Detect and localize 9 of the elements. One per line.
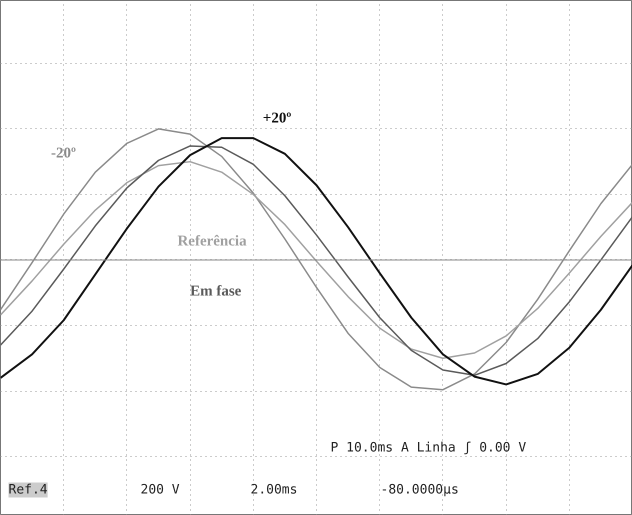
- text: -80.0000µs: [380, 482, 459, 498]
- series-label: +20º: [262, 110, 292, 126]
- text: 200 V: [140, 482, 180, 498]
- text: Ref.4: [8, 482, 48, 498]
- text: 2.00ms: [250, 482, 298, 498]
- text: Em fase: [190, 283, 242, 300]
- series-label: -20º: [51, 146, 76, 162]
- text: Referência: [177, 233, 248, 250]
- text: P 10.0ms A Linha ʃ 0.00 V: [330, 440, 526, 456]
